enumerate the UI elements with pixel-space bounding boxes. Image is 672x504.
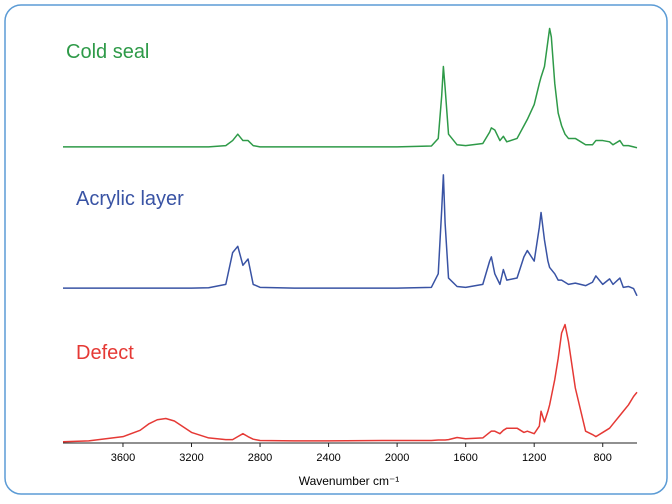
x-tick-label: 1600: [453, 452, 477, 464]
spectrum-line: [63, 27, 638, 149]
x-tick-label: 800: [594, 452, 612, 464]
series-label: Defect: [76, 342, 134, 364]
frame: [4, 4, 668, 495]
x-tick-label: 2400: [316, 452, 340, 464]
series-label: Cold seal: [66, 41, 149, 63]
spectrum-line: [63, 174, 638, 297]
spectrum-line: [62, 323, 638, 443]
x-axis-label: Wavenumber cm⁻¹: [299, 474, 400, 488]
series-label: Acrylic layer: [76, 188, 184, 210]
x-tick-label: 3200: [179, 452, 203, 464]
x-tick-label: 2000: [385, 452, 409, 464]
x-tick-label: 2800: [248, 452, 272, 464]
x-tick-label: 3600: [111, 452, 135, 464]
x-tick-label: 1200: [522, 452, 546, 464]
